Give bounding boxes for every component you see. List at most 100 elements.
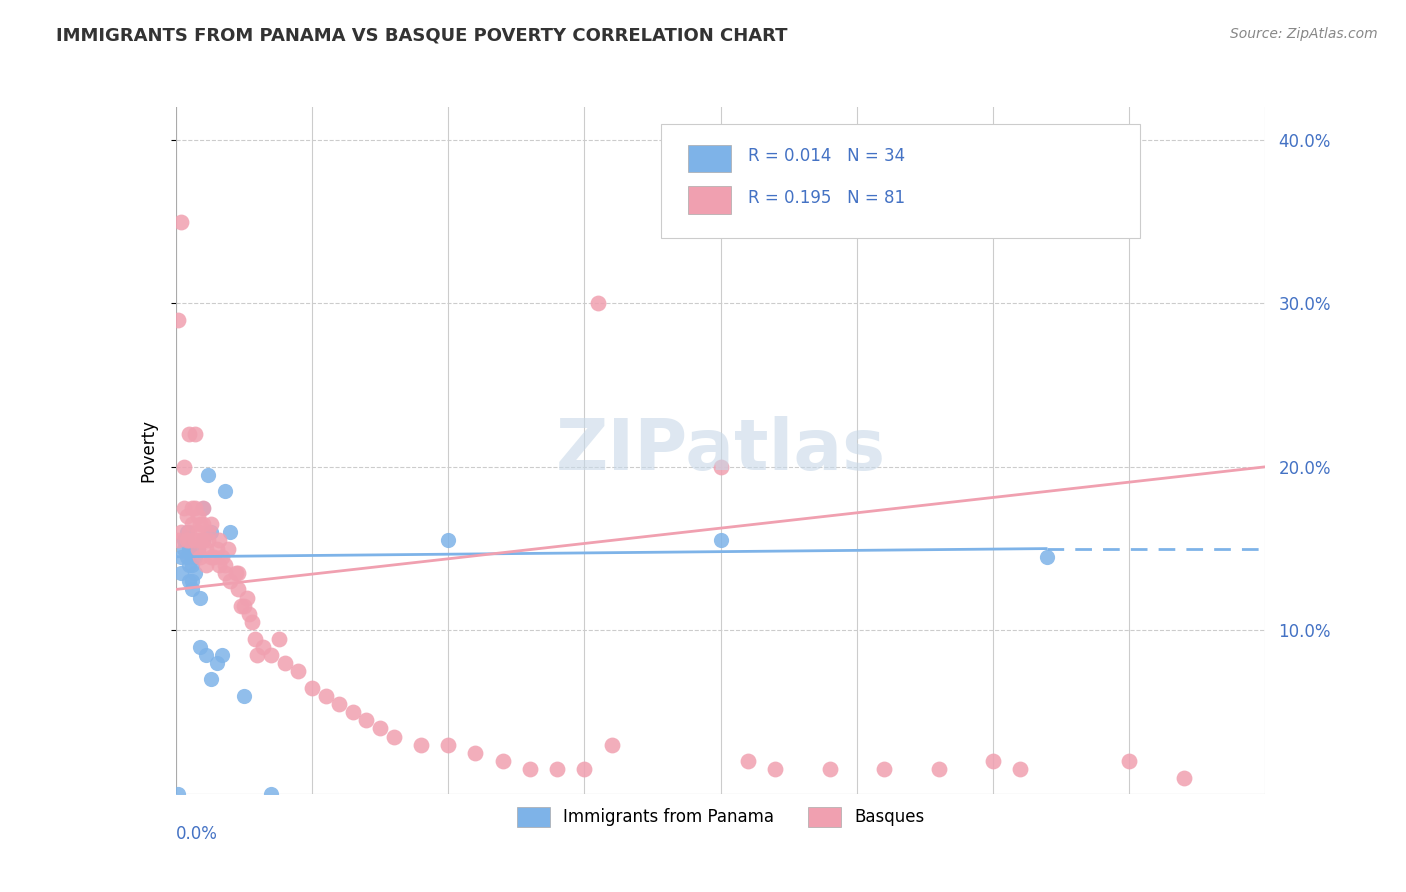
Point bbox=[301, 681, 323, 695]
Point bbox=[600, 738, 623, 752]
Point bbox=[246, 648, 269, 662]
Point bbox=[368, 722, 391, 736]
Point bbox=[173, 533, 195, 548]
Point bbox=[197, 533, 219, 548]
Point bbox=[260, 648, 283, 662]
Bar bbox=[688, 186, 731, 213]
Point bbox=[1010, 762, 1032, 776]
Point bbox=[181, 500, 204, 515]
Point bbox=[240, 615, 263, 630]
Point bbox=[200, 673, 222, 687]
Bar bbox=[688, 145, 731, 172]
Point bbox=[252, 640, 274, 654]
Point bbox=[214, 484, 236, 499]
Point bbox=[191, 533, 214, 548]
Point bbox=[382, 730, 405, 744]
Point bbox=[232, 689, 254, 703]
Point bbox=[200, 525, 222, 540]
Point bbox=[208, 533, 231, 548]
Text: R = 0.014   N = 34: R = 0.014 N = 34 bbox=[748, 147, 905, 166]
Point bbox=[188, 591, 211, 605]
Point bbox=[167, 312, 190, 326]
Point bbox=[188, 533, 211, 548]
Point bbox=[186, 525, 209, 540]
Text: ZIPatlas: ZIPatlas bbox=[555, 416, 886, 485]
Point bbox=[231, 599, 253, 613]
Point bbox=[191, 500, 214, 515]
Point bbox=[194, 541, 217, 556]
Point bbox=[228, 566, 250, 580]
Point bbox=[179, 558, 201, 572]
Point bbox=[274, 656, 297, 670]
Point bbox=[315, 689, 337, 703]
Point bbox=[208, 558, 231, 572]
Y-axis label: Poverty: Poverty bbox=[139, 419, 157, 482]
Point bbox=[176, 533, 198, 548]
Point bbox=[217, 541, 239, 556]
Point bbox=[356, 714, 378, 728]
FancyBboxPatch shape bbox=[661, 124, 1140, 237]
Point bbox=[191, 516, 214, 531]
Point bbox=[214, 566, 236, 580]
Point bbox=[167, 787, 190, 801]
Point bbox=[188, 549, 211, 564]
Point bbox=[170, 549, 193, 564]
Point bbox=[211, 648, 233, 662]
Text: Source: ZipAtlas.com: Source: ZipAtlas.com bbox=[1230, 27, 1378, 41]
Point bbox=[763, 762, 786, 776]
Point bbox=[710, 459, 733, 474]
Point bbox=[173, 541, 195, 556]
Point bbox=[176, 549, 198, 564]
Point bbox=[181, 558, 204, 572]
Point bbox=[205, 541, 228, 556]
Point bbox=[176, 508, 198, 523]
Point bbox=[181, 516, 204, 531]
Point bbox=[737, 754, 759, 768]
Point bbox=[211, 549, 233, 564]
Point bbox=[197, 467, 219, 482]
Point bbox=[200, 516, 222, 531]
Point bbox=[342, 705, 364, 719]
Point bbox=[184, 427, 207, 442]
Point bbox=[235, 591, 257, 605]
Point bbox=[176, 533, 198, 548]
Point bbox=[586, 296, 609, 310]
Text: 0.0%: 0.0% bbox=[176, 825, 218, 843]
Point bbox=[287, 664, 309, 679]
Point bbox=[179, 541, 201, 556]
Point bbox=[214, 558, 236, 572]
Point bbox=[184, 500, 207, 515]
Point bbox=[328, 697, 350, 711]
Point bbox=[205, 656, 228, 670]
Point bbox=[173, 500, 195, 515]
Point bbox=[184, 566, 207, 580]
Point bbox=[219, 525, 242, 540]
Point bbox=[191, 500, 214, 515]
Point bbox=[184, 533, 207, 548]
Point bbox=[181, 574, 204, 589]
Point bbox=[181, 582, 204, 597]
Point bbox=[170, 214, 193, 228]
Point bbox=[179, 533, 201, 548]
Point bbox=[186, 508, 209, 523]
Point bbox=[519, 762, 541, 776]
Point bbox=[179, 427, 201, 442]
Point bbox=[225, 566, 247, 580]
Point bbox=[186, 541, 209, 556]
Point bbox=[219, 574, 242, 589]
Point bbox=[574, 762, 596, 776]
Point bbox=[437, 738, 460, 752]
Point bbox=[197, 525, 219, 540]
Point bbox=[188, 516, 211, 531]
Point bbox=[492, 754, 515, 768]
Point bbox=[194, 648, 217, 662]
Point bbox=[1173, 771, 1195, 785]
Point bbox=[546, 762, 568, 776]
Point bbox=[260, 787, 283, 801]
Point bbox=[170, 566, 193, 580]
Point bbox=[269, 632, 291, 646]
Text: IMMIGRANTS FROM PANAMA VS BASQUE POVERTY CORRELATION CHART: IMMIGRANTS FROM PANAMA VS BASQUE POVERTY… bbox=[56, 27, 787, 45]
Point bbox=[179, 525, 201, 540]
Point bbox=[928, 762, 950, 776]
Point bbox=[167, 533, 190, 548]
